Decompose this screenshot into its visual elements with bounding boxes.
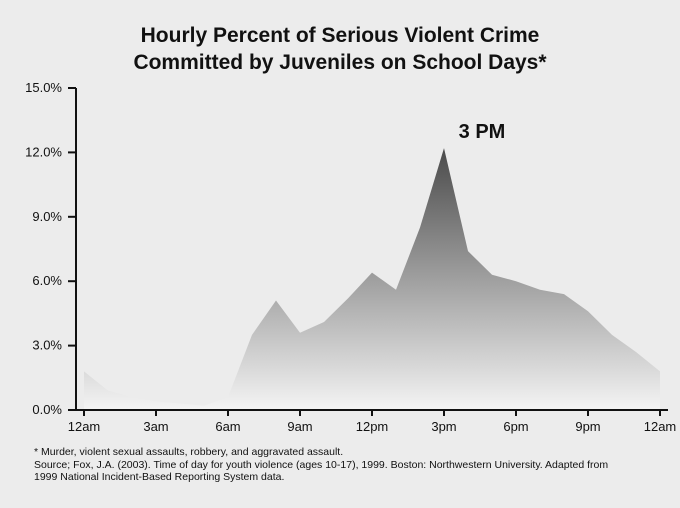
y-tick-label: 15.0% (25, 80, 62, 95)
y-tick-label: 12.0% (25, 144, 62, 159)
x-tick-label: 9pm (575, 419, 600, 434)
x-tick-label: 12am (644, 419, 677, 434)
x-axis-ticks: 12am 3am 6am 9am 12pm 3pm 6pm 9pm 12am (68, 410, 677, 434)
area-series-layer (84, 148, 660, 410)
footnote-definition: * Murder, violent sexual assaults, robbe… (34, 446, 344, 458)
x-tick-label: 12pm (356, 419, 389, 434)
area-series (84, 148, 660, 410)
x-tick-label: 6pm (503, 419, 528, 434)
chart-title-line-1: Hourly Percent of Serious Violent Crime (141, 24, 540, 47)
x-tick-label: 12am (68, 419, 101, 434)
area-chart: Hourly Percent of Serious Violent Crime … (25, 24, 677, 434)
footnotes: * Murder, violent sexual assaults, robbe… (34, 446, 674, 484)
x-tick-label: 9am (287, 419, 312, 434)
x-tick-label: 6am (215, 419, 240, 434)
x-tick-label: 3am (143, 419, 168, 434)
y-tick-label: 3.0% (32, 338, 62, 353)
x-tick-label: 3pm (431, 419, 456, 434)
footnote-source-line-2: 1999 National Incident-Based Reporting S… (34, 471, 285, 483)
peak-annotation: 3 PM (459, 121, 506, 143)
chart-title-line-2: Committed by Juveniles on School Days* (133, 51, 547, 74)
y-tick-label: 6.0% (32, 273, 62, 288)
y-tick-label: 0.0% (32, 402, 62, 417)
y-axis-ticks: 0.0% 3.0% 6.0% 9.0% 12.0% 15.0% (25, 80, 76, 417)
footnote-source-line-1: Source; Fox, J.A. (2003). Time of day fo… (34, 458, 609, 471)
y-tick-label: 9.0% (32, 209, 62, 224)
